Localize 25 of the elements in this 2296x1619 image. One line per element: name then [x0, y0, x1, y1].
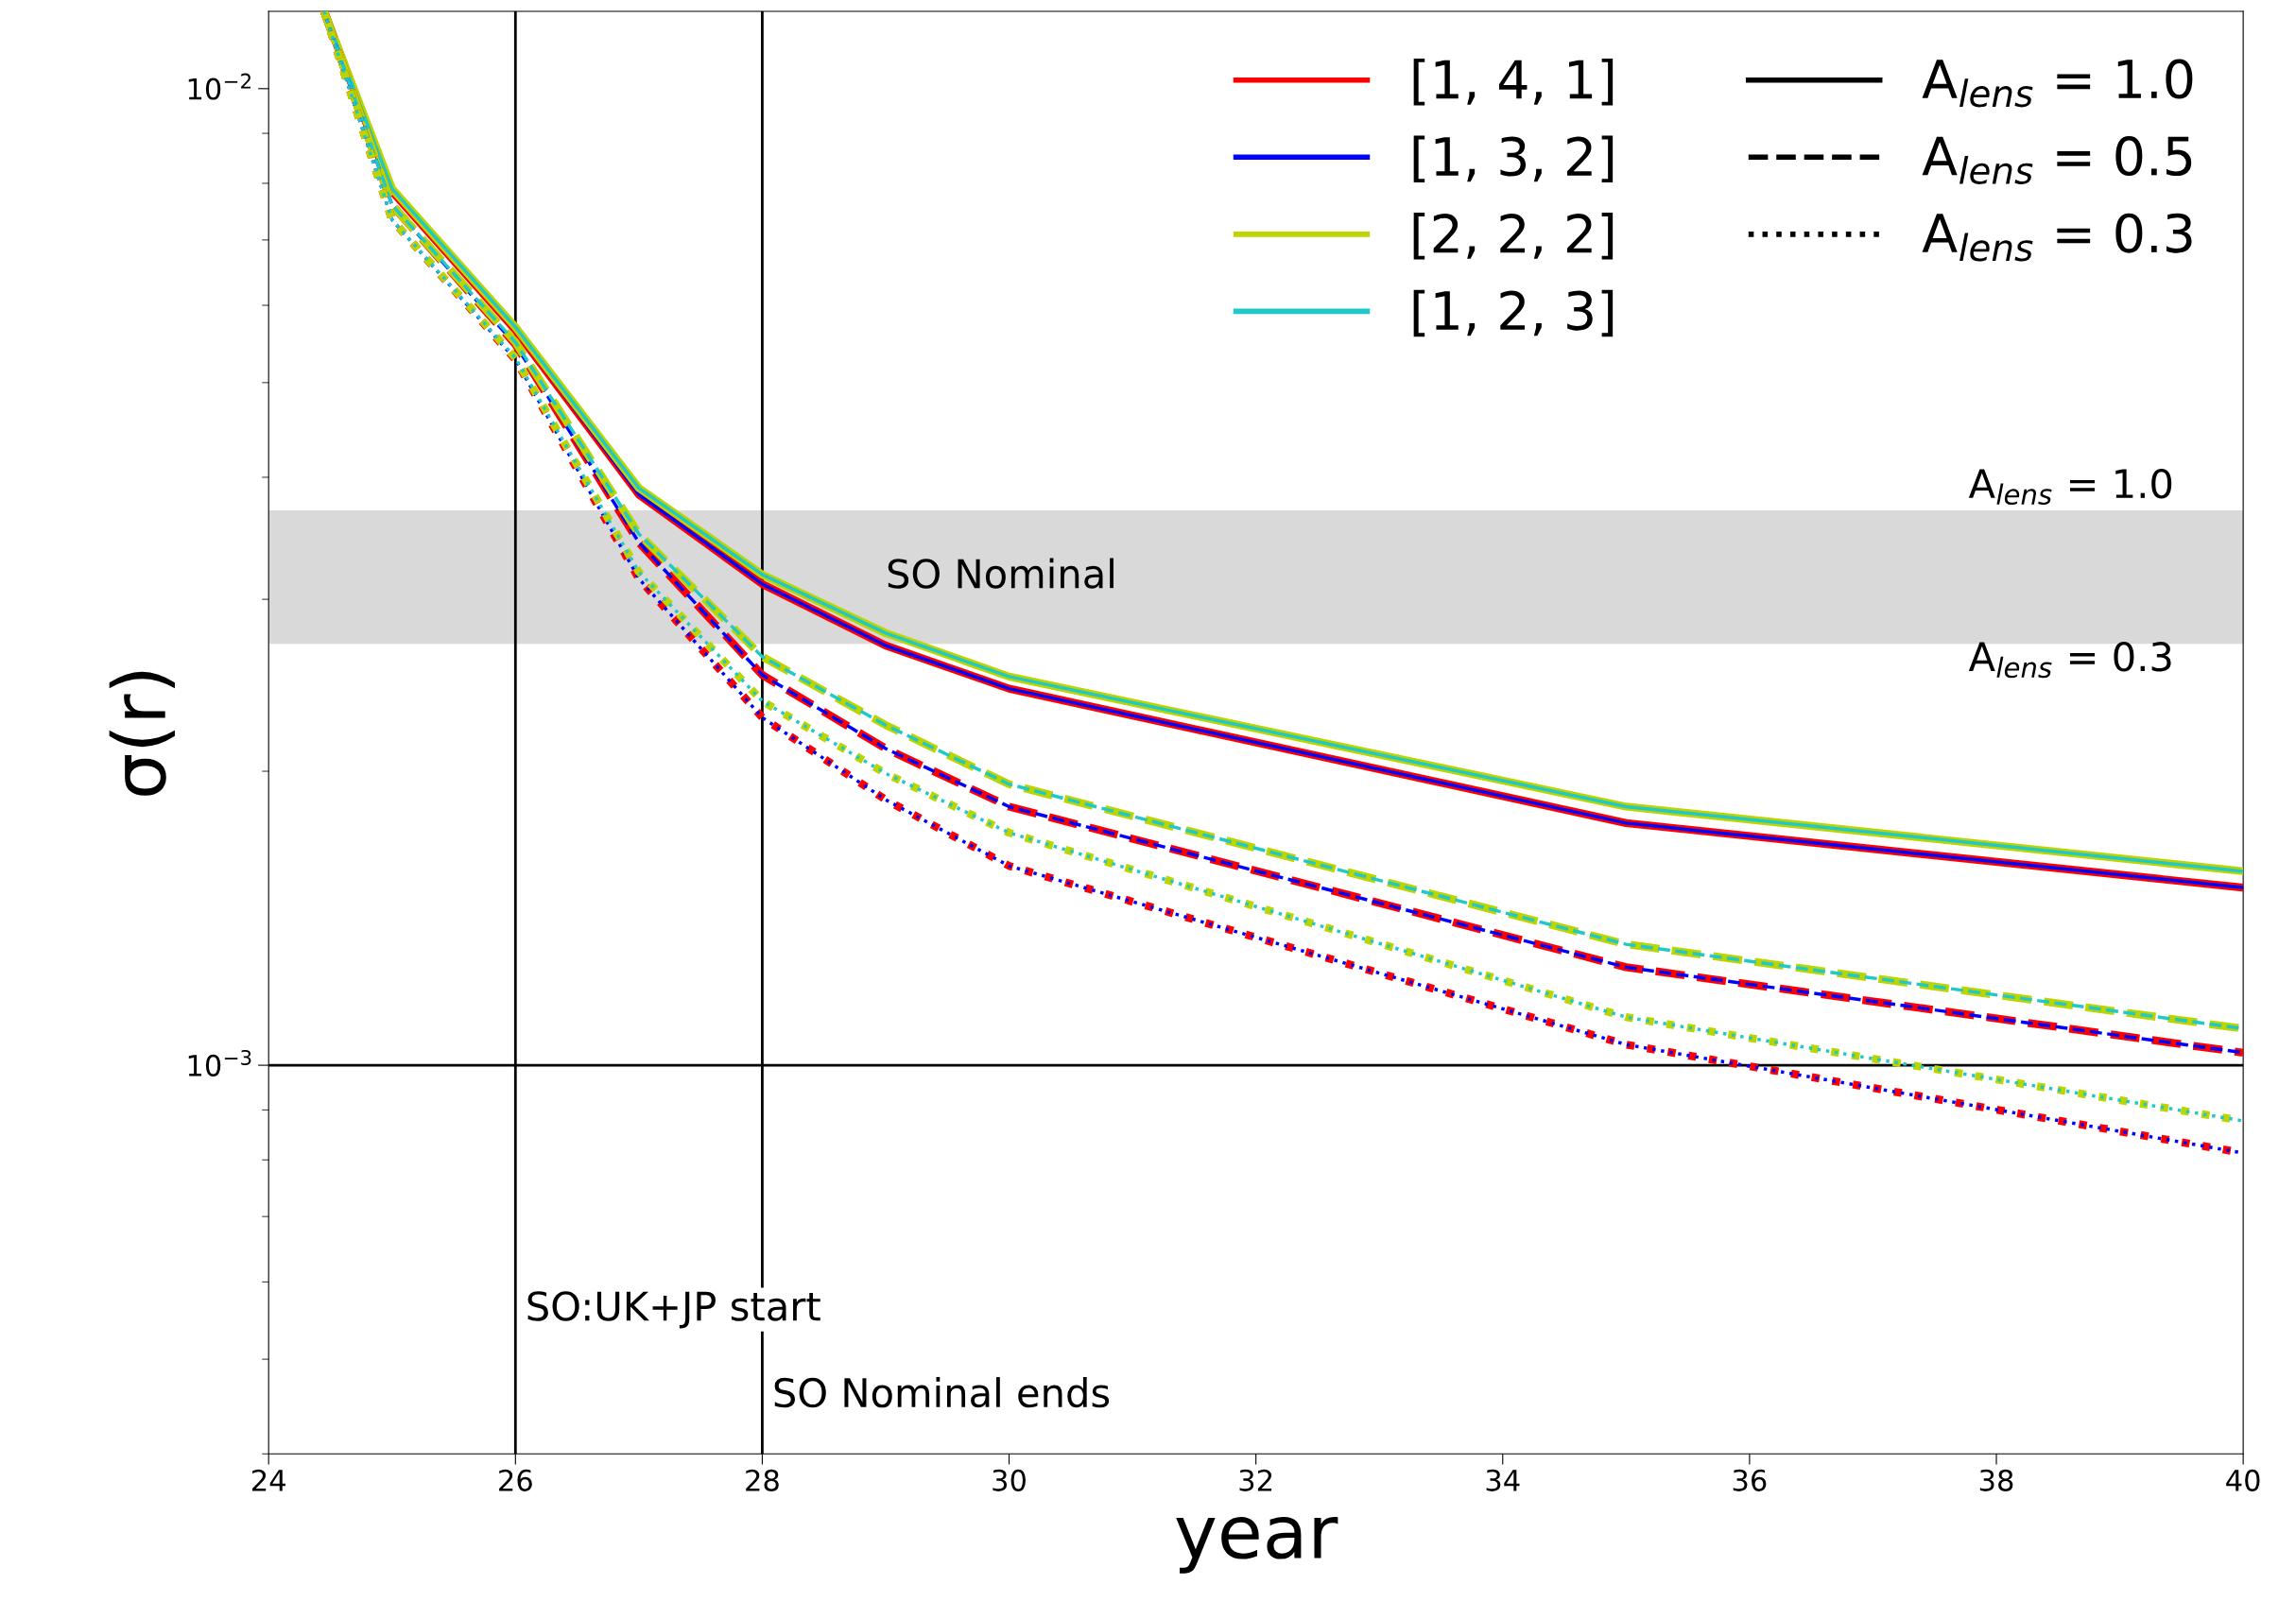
x-tick-label: 38 [1979, 1469, 2013, 1491]
y-tick-label: 10$^{−3}$ [188, 1049, 251, 1076]
x-axis-title: year [1176, 1516, 1338, 1574]
x-tick-label: 28 [746, 1469, 779, 1491]
legend-label: [2, 2, 2] [1413, 213, 1614, 260]
ref-line-label: SO Nominal ends [774, 1377, 1110, 1408]
legend-label: A$_{lens}$ = 0.5 [1922, 136, 2192, 184]
x-tick-label: 34 [1486, 1469, 1520, 1491]
legend-label: [1, 3, 2] [1413, 135, 1614, 183]
band-label: SO Nominal [888, 558, 1113, 589]
x-tick-label: 32 [1239, 1469, 1272, 1491]
legend-label: A$_{lens}$ = 1.0 [1922, 59, 2193, 108]
annotation: A$_{lens}$ = 0.3 [1968, 642, 2171, 679]
x-tick-label: 24 [251, 1469, 285, 1491]
y-axis-title: σ(r) [109, 671, 175, 796]
ref-line-label: SO:UK+JP start [527, 1291, 820, 1329]
y-tick-label: 10$^{−2}$ [188, 73, 250, 100]
legend-label: [1, 2, 3] [1413, 289, 1614, 337]
legend-label: [1, 4, 1] [1413, 58, 1614, 106]
annotation: A$_{lens}$ = 1.0 [1968, 468, 2172, 506]
x-tick-label: 26 [499, 1469, 532, 1491]
x-tick-label: 30 [993, 1469, 1026, 1491]
x-tick-label: 40 [2226, 1469, 2260, 1491]
legend-label: A$_{lens}$ = 0.3 [1922, 213, 2192, 262]
x-tick-label: 36 [1733, 1469, 1767, 1491]
